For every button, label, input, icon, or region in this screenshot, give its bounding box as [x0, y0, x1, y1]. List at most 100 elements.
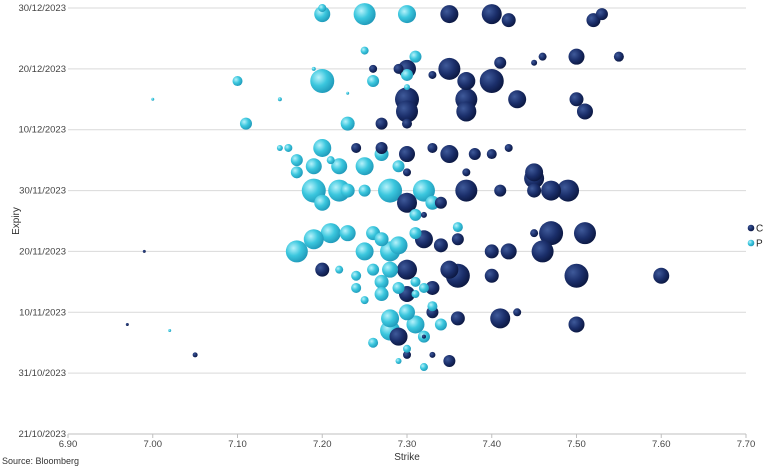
bubble-p — [360, 296, 369, 305]
bubble-c — [455, 179, 478, 202]
bubble-c — [613, 51, 624, 62]
bubble-c — [538, 52, 547, 61]
bubble-c — [557, 179, 580, 202]
bubble-p — [290, 154, 303, 167]
bubble-c — [142, 249, 146, 253]
bubble-c — [531, 59, 538, 66]
legend-marker-p — [747, 239, 755, 247]
bubble-p — [303, 229, 324, 250]
bubble-p — [419, 363, 428, 372]
bubble-c — [490, 308, 511, 329]
bubble-p — [320, 223, 341, 244]
bubble-c — [527, 183, 542, 198]
bubble-c — [375, 117, 388, 130]
bubble-p — [232, 76, 243, 87]
bubble-p — [331, 158, 348, 175]
bubble-c — [425, 280, 440, 295]
bubble-c — [403, 350, 411, 359]
bubble-p — [427, 301, 438, 312]
bubble-p — [276, 144, 283, 151]
bubble-p — [284, 143, 293, 152]
bubble-c — [513, 308, 522, 317]
bubble-c — [456, 101, 477, 122]
bubble-c — [504, 143, 513, 152]
bubble-p — [346, 91, 350, 95]
legend-label-c: C — [756, 224, 763, 235]
bubble-p — [406, 315, 425, 334]
x-tick-label: 7.20 — [313, 439, 332, 450]
bubble-p — [378, 178, 403, 203]
bubble-p — [412, 179, 435, 202]
bubble-p — [305, 158, 322, 175]
bubble-p — [239, 117, 252, 130]
y-axis-title: Expiry — [11, 207, 22, 235]
y-tick-label: 20/12/2023 — [18, 64, 66, 75]
bubble-p — [314, 194, 331, 211]
bubble-p — [409, 208, 422, 221]
y-tick-label: 31/10/2023 — [18, 368, 66, 379]
bubble-p — [389, 236, 408, 255]
legend-label-p: P — [756, 239, 763, 250]
bubble-c — [397, 259, 417, 280]
bubble-c — [421, 334, 426, 339]
bubble-p — [404, 84, 410, 91]
bubble-c — [494, 184, 507, 197]
bubble-c — [573, 222, 596, 245]
bubble-p — [374, 232, 389, 247]
bubble-layer — [125, 3, 670, 372]
bubble-c — [462, 168, 471, 177]
bubble-c — [525, 163, 544, 182]
bubble-c — [440, 5, 459, 24]
bubble-p — [452, 222, 463, 233]
bubble-p — [401, 68, 413, 81]
bubble-p — [311, 66, 316, 71]
bubble-c — [481, 4, 502, 25]
y-tick-label: 30/12/2023 — [18, 3, 66, 14]
bubble-c — [403, 168, 411, 177]
bubble-c — [397, 192, 417, 213]
bubble-c — [443, 354, 456, 367]
x-tick-label: 7.40 — [483, 439, 502, 450]
bubble-c — [315, 262, 330, 277]
bubble-c — [530, 229, 539, 238]
bubble-p — [335, 265, 344, 274]
bubble-p — [318, 4, 327, 12]
bubble-p — [353, 3, 376, 26]
x-tick-label: 6.90 — [59, 439, 78, 450]
bubble-c — [500, 243, 517, 260]
y-tick-label: 30/11/2023 — [19, 186, 66, 197]
bubble-p — [399, 304, 415, 321]
bubble-p — [351, 270, 362, 281]
bubble-c — [479, 69, 504, 94]
bubble-c — [428, 70, 437, 79]
bubble-c — [420, 211, 427, 218]
bubble-c — [402, 118, 412, 129]
bubble-c — [539, 221, 564, 246]
bubble-c — [564, 263, 589, 288]
bubble-p — [367, 75, 380, 88]
bubble-c — [457, 72, 476, 91]
bubble-p — [313, 138, 332, 157]
bubble-c — [369, 64, 378, 73]
bubble-p — [395, 357, 402, 364]
bubble-p — [351, 282, 362, 293]
bubble-p — [290, 166, 303, 179]
x-tick-label: 7.30 — [398, 439, 417, 450]
bubble-p — [410, 276, 421, 287]
x-tick-label: 7.00 — [144, 439, 163, 450]
bubble-p — [398, 5, 416, 24]
bubble-c — [484, 268, 499, 283]
bubble-p — [381, 309, 400, 328]
bubble-c — [434, 196, 447, 209]
x-tick-label: 7.50 — [567, 439, 586, 450]
y-tick-label: 10/12/2023 — [18, 125, 66, 136]
bubble-c — [501, 13, 516, 28]
bubble-p — [409, 50, 422, 63]
bubble-c — [427, 142, 438, 153]
bubble-c — [595, 8, 608, 21]
bubble-c — [568, 316, 585, 333]
bubble-c — [450, 311, 465, 326]
bubble-c — [541, 180, 562, 201]
bubble-p — [425, 195, 440, 210]
bubble-c — [569, 92, 584, 107]
